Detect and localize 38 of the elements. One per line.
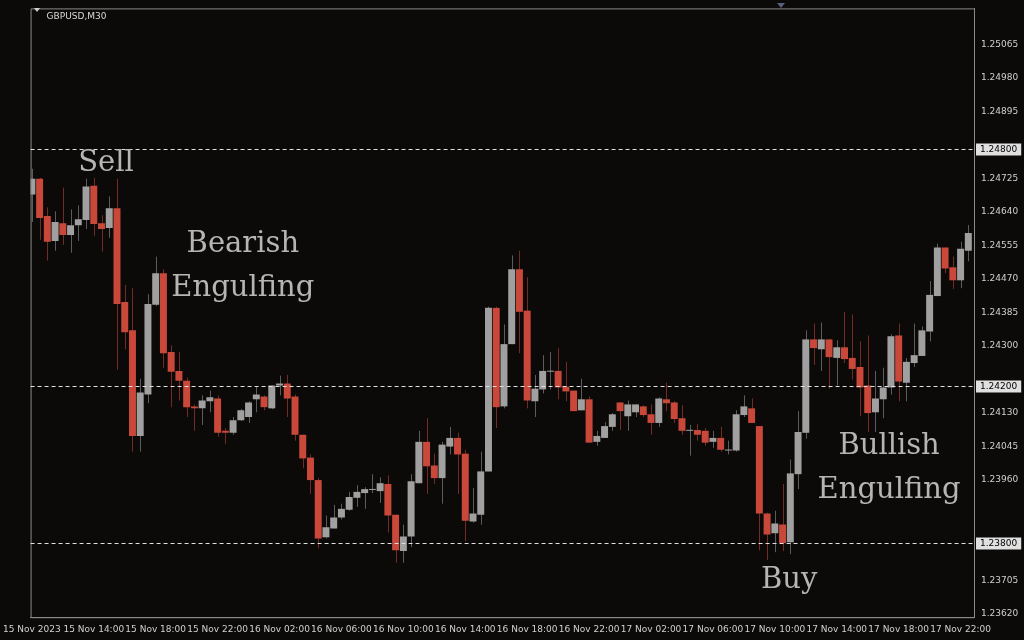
y-tick-label: 1.23620 [981,608,1019,619]
x-tick-label: 16 Nov 14:00 [434,623,496,634]
y-tick-label: 1.23960 [981,474,1019,485]
x-tick-label: 16 Nov 02:00 [249,623,311,634]
x-tick-label: 17 Nov 06:00 [682,623,744,634]
annotation: Sell [78,144,134,179]
y-tick-label: 1.24895 [981,105,1019,116]
y-tick-label: 1.24725 [981,172,1019,183]
y-tick-label: 1.23705 [981,574,1019,585]
ref-line-label: 1.23800 [980,537,1018,548]
y-tick-label: 1.24300 [981,340,1019,351]
ref-line-label: 1.24800 [980,143,1018,154]
x-tick-label: 15 Nov 2023 [3,623,61,634]
x-tick-label: 15 Nov 14:00 [63,623,125,634]
x-tick-label: 16 Nov 22:00 [558,623,620,634]
x-tick-label: 15 Nov 18:00 [125,623,187,634]
y-tick-label: 1.24640 [981,206,1019,217]
y-tick-label: 1.24385 [981,306,1019,317]
x-tick-label: 16 Nov 18:00 [496,623,558,634]
ref-line-label: 1.24200 [980,380,1018,391]
x-tick-label: 17 Nov 10:00 [744,623,806,634]
y-tick-label: 1.24555 [981,239,1019,250]
y-tick-label: 1.24470 [981,273,1019,284]
annotation: Buy [760,561,818,596]
annotation: Bullish Engulfing [817,426,961,505]
y-tick-label: 1.25065 [981,39,1019,49]
chart-title: GBPUSD,M30 [46,10,107,21]
x-tick-label: 16 Nov 10:00 [373,623,434,634]
x-tick-label: 17 Nov 14:00 [806,623,868,634]
x-tick-label: 17 Nov 02:00 [620,623,682,634]
x-tick-label: 17 Nov 22:00 [930,623,992,634]
y-tick-label: 1.24130 [981,407,1019,418]
annotation: Bearish Engulfing [171,225,315,304]
y-tick-label: 1.24980 [981,72,1019,83]
x-tick-label: 17 Nov 18:00 [868,623,930,634]
y-tick-label: 1.24045 [981,440,1019,451]
x-tick-label: 15 Nov 22:00 [187,623,249,634]
x-tick-label: 16 Nov 06:00 [311,623,373,634]
